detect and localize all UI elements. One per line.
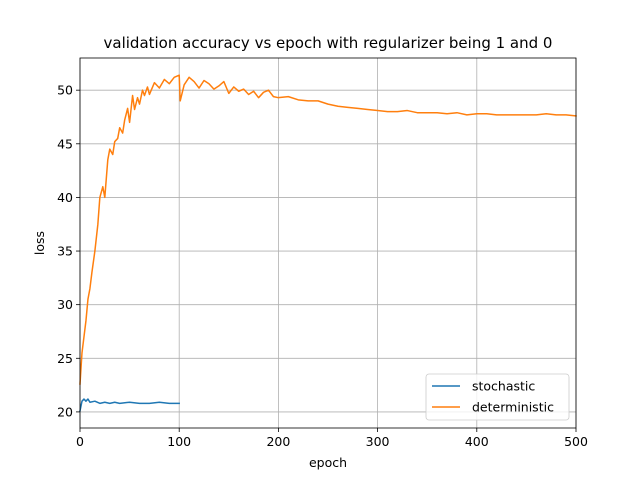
y-tick-label: 50 [57, 83, 73, 98]
x-axis-ticks: 0 100 200 300 400 500 [76, 428, 588, 449]
legend: stochastic deterministic [425, 373, 570, 421]
series-layer [79, 74, 577, 412]
legend-label-deterministic: deterministic [472, 400, 554, 415]
chart-title: validation accuracy vs epoch with regula… [104, 34, 553, 52]
y-tick-label: 40 [57, 190, 73, 205]
x-tick-label: 200 [266, 434, 290, 449]
x-axis-label: epoch [309, 455, 347, 470]
series-line-deterministic [79, 74, 577, 385]
plot-frame [79, 57, 577, 429]
x-tick-label: 400 [465, 434, 489, 449]
y-tick-label: 30 [57, 297, 73, 312]
plot-area-background [80, 58, 576, 428]
y-tick-label: 20 [57, 404, 73, 419]
y-axis-label: loss [32, 231, 47, 255]
x-tick-label: 100 [167, 434, 191, 449]
x-tick-label: 0 [76, 434, 84, 449]
grid [79, 58, 577, 428]
series-line-stochastic [79, 398, 180, 412]
x-tick-label: 300 [366, 434, 390, 449]
y-tick-label: 45 [57, 136, 73, 151]
y-axis-ticks: 20 25 30 35 40 45 50 [57, 83, 80, 419]
y-tick-label: 35 [57, 244, 73, 259]
y-tick-label: 25 [57, 351, 73, 366]
x-tick-label: 500 [564, 434, 588, 449]
legend-label-stochastic: stochastic [472, 379, 535, 394]
legend-box [425, 373, 570, 421]
